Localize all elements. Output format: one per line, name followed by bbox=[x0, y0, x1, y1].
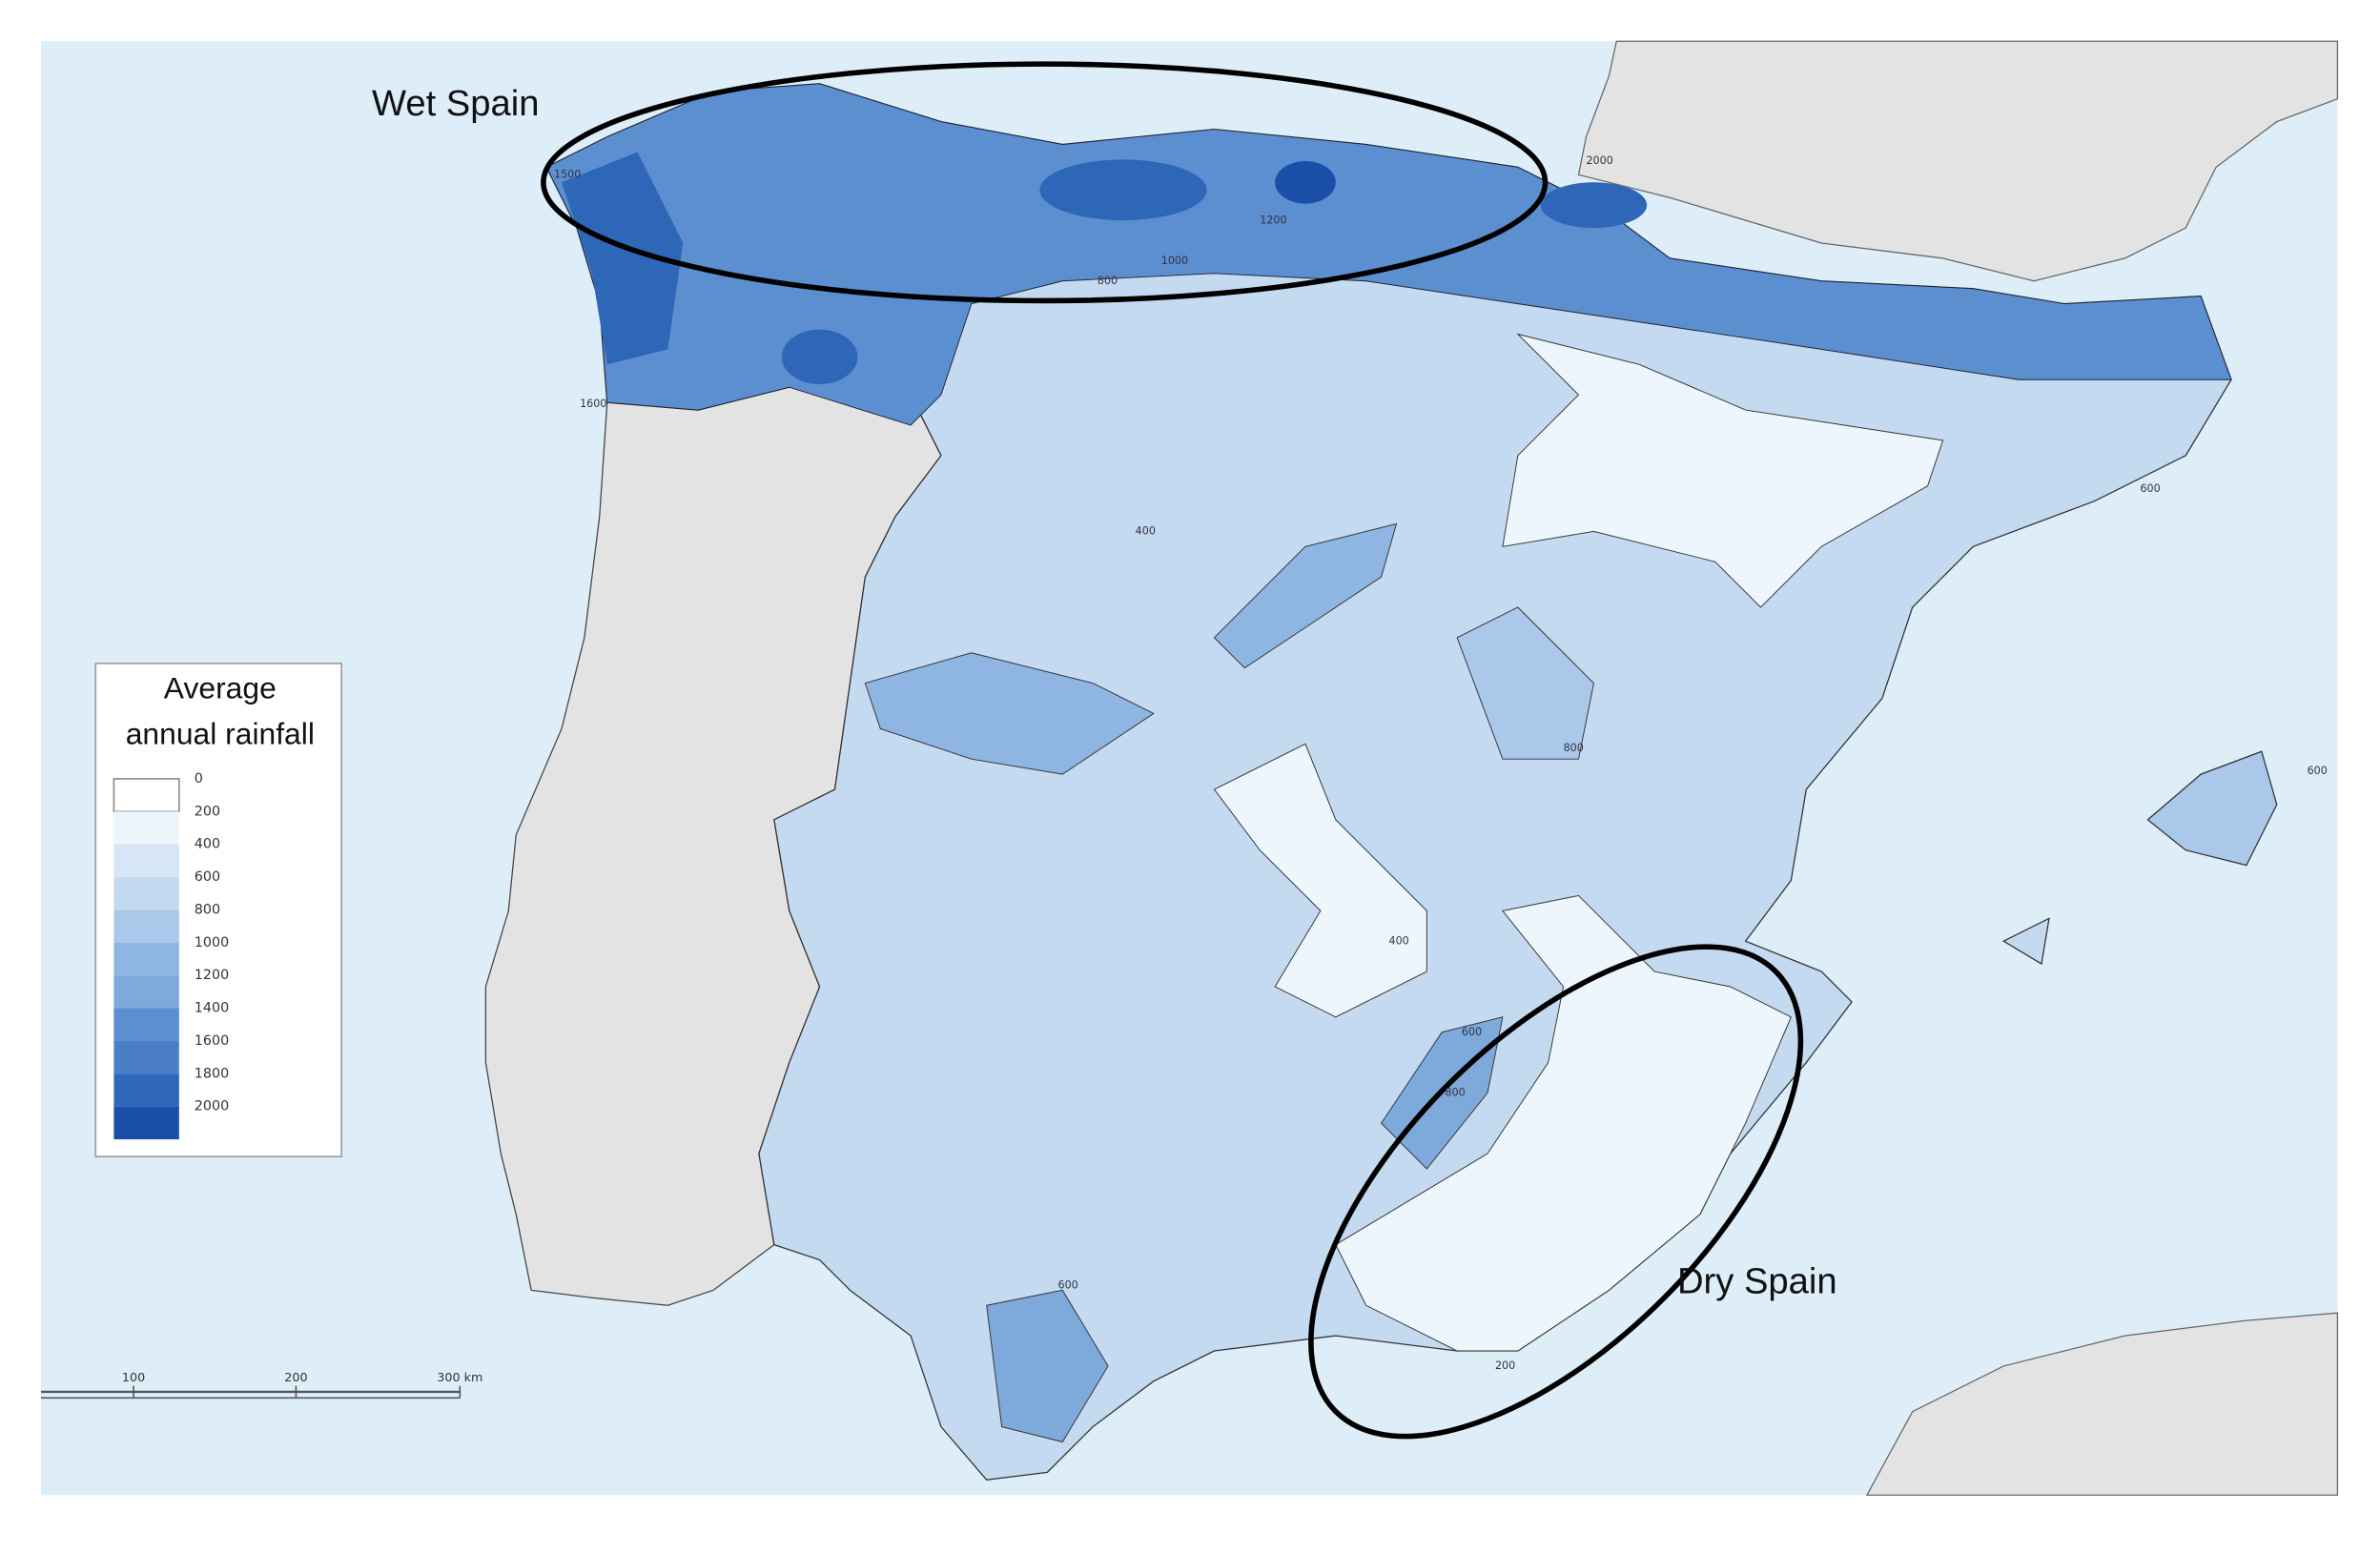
contour-label: 800 bbox=[1445, 1087, 1465, 1099]
wet-core bbox=[781, 329, 858, 385]
legend-swatch bbox=[113, 975, 179, 1009]
ebro-dry bbox=[1502, 333, 1944, 608]
contour-label: 400 bbox=[1136, 525, 1156, 538]
legend-swatch bbox=[113, 811, 179, 845]
contour-label: 600 bbox=[2308, 765, 2328, 777]
contour-label: 1500 bbox=[554, 169, 581, 181]
dry-ellipse bbox=[1308, 944, 1804, 1440]
contour-label: 200 bbox=[1495, 1359, 1515, 1372]
contour-label: 600 bbox=[2140, 482, 2160, 495]
wet-label: Wet Spain bbox=[372, 83, 539, 124]
legend-label: 600 bbox=[195, 869, 220, 885]
wet-core bbox=[1275, 161, 1336, 204]
dry-label: Dry Spain bbox=[1677, 1261, 1837, 1302]
legend-swatch bbox=[113, 1040, 179, 1074]
contour-label: 1600 bbox=[580, 398, 606, 410]
legend-title: annual rainfall bbox=[126, 716, 315, 750]
mallorca bbox=[2146, 750, 2278, 867]
contour-label: 600 bbox=[1462, 1026, 1482, 1038]
southeast-dry bbox=[1335, 894, 1792, 1352]
legend-label: 800 bbox=[195, 902, 220, 917]
contour-label: 800 bbox=[1098, 275, 1118, 287]
legend-swatch bbox=[113, 1008, 179, 1041]
legend-title: Average bbox=[164, 671, 277, 705]
wet-core bbox=[561, 152, 684, 365]
south-range bbox=[986, 1289, 1109, 1443]
legend-swatch bbox=[113, 844, 179, 878]
central-range bbox=[1213, 522, 1398, 669]
scale-label: 200 bbox=[284, 1371, 307, 1385]
wet-ellipse bbox=[541, 61, 1549, 304]
france bbox=[1577, 40, 2339, 282]
legend-label: 1800 bbox=[195, 1066, 229, 1081]
legend-label: 1600 bbox=[195, 1033, 229, 1049]
legend-label: 1200 bbox=[195, 968, 229, 983]
contour-label: 400 bbox=[1389, 934, 1409, 947]
contour-label: 2000 bbox=[1586, 154, 1612, 167]
mancha-dry bbox=[1213, 743, 1427, 1018]
legend-swatch bbox=[113, 778, 180, 813]
legend-label: 1400 bbox=[195, 1001, 229, 1016]
contour-label: 1000 bbox=[1161, 255, 1188, 267]
wet-zone bbox=[545, 83, 2232, 426]
legend-label: 1000 bbox=[195, 935, 229, 950]
legend: Average annual rainfall 0 200 400 600 800 100… bbox=[94, 663, 342, 1158]
legend-label: 0 bbox=[195, 771, 203, 787]
wet-core bbox=[1039, 159, 1207, 221]
contour-label: 1200 bbox=[1260, 214, 1286, 226]
legend-swatch bbox=[113, 1106, 179, 1140]
legend-swatch bbox=[113, 1073, 179, 1107]
legend-label: 400 bbox=[195, 837, 220, 852]
legend-swatch bbox=[113, 877, 179, 910]
contour-label: 600 bbox=[1058, 1279, 1078, 1292]
contour-label: 800 bbox=[1564, 742, 1584, 754]
legend-swatch bbox=[113, 909, 179, 943]
contour-labels: 1500 1600 800 1000 1200 2000 600 400 800 600 400 60… bbox=[554, 154, 2328, 1372]
africa bbox=[1865, 1312, 2339, 1496]
legend-swatch bbox=[113, 942, 179, 976]
ibiza bbox=[2001, 917, 2050, 966]
scale-bar: 100 200 300 km bbox=[40, 1371, 482, 1400]
iberico bbox=[1456, 606, 1594, 760]
scale-label: 100 bbox=[122, 1371, 145, 1385]
central-range bbox=[864, 652, 1155, 775]
legend-label: 200 bbox=[195, 804, 220, 819]
scale-label: 300 km bbox=[437, 1371, 482, 1385]
wet-core bbox=[1540, 182, 1648, 229]
legend-label: 2000 bbox=[195, 1099, 229, 1114]
